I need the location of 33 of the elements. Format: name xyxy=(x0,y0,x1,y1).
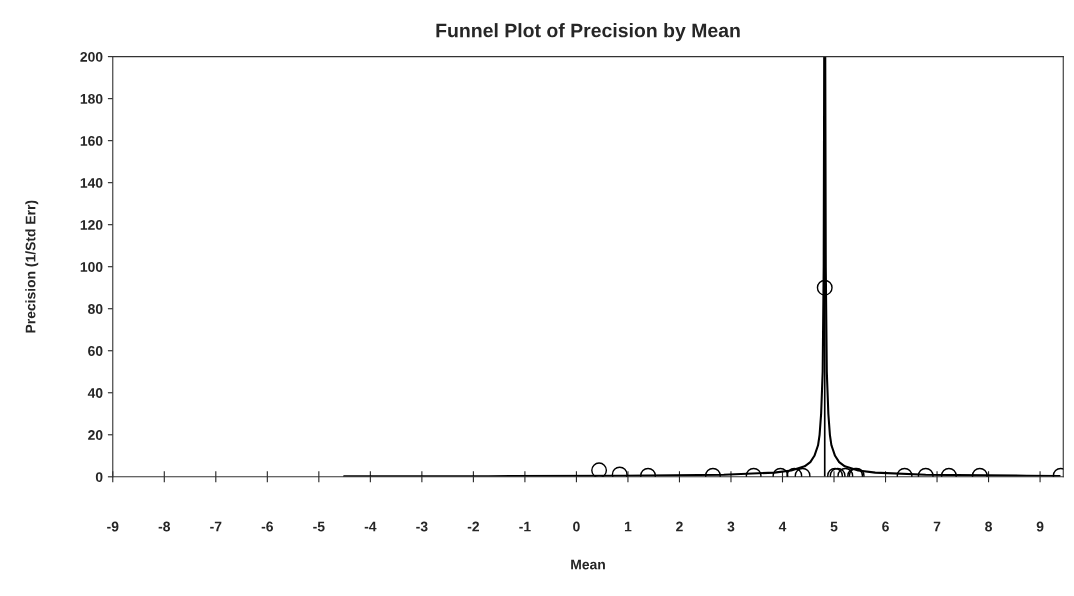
x-tick-label: 0 xyxy=(573,521,580,532)
x-tick-label: -4 xyxy=(364,521,377,532)
x-tick-label: -3 xyxy=(416,521,428,532)
y-tick-label: 120 xyxy=(80,220,103,230)
x-tick-label: 8 xyxy=(985,521,992,532)
x-tick-label: 7 xyxy=(933,521,941,532)
x-tick-label: 9 xyxy=(1036,521,1044,532)
chart-title: Funnel Plot of Precision by Mean xyxy=(436,23,740,42)
y-tick-label: 200 xyxy=(80,51,103,62)
y-axis-title: Precision (1/Std Err) xyxy=(25,200,39,333)
x-tick-label: 1 xyxy=(624,521,632,532)
x-tick-label: -5 xyxy=(313,521,325,532)
x-tick-label: -9 xyxy=(107,521,119,532)
y-tick-label: 160 xyxy=(80,135,103,146)
y-tick-label: 40 xyxy=(87,388,103,398)
x-tick-label: 6 xyxy=(882,521,889,532)
x-tick-label: -1 xyxy=(519,521,531,532)
y-tick-label: 60 xyxy=(88,346,103,356)
y-tick-label: 140 xyxy=(80,178,103,188)
x-tick-label: 2 xyxy=(676,521,683,532)
y-tick-label: 0 xyxy=(95,472,103,482)
y-tick-label: 180 xyxy=(80,93,103,104)
x-tick-label: -6 xyxy=(261,521,273,532)
x-axis-title: Mean xyxy=(571,559,605,570)
y-tick-label: 80 xyxy=(88,304,103,314)
x-tick-label: 4 xyxy=(778,521,787,532)
x-tick-label: 3 xyxy=(727,521,735,532)
y-tick-label: 20 xyxy=(88,430,103,440)
x-tick-label: -8 xyxy=(158,521,171,532)
x-tick-label: -7 xyxy=(210,521,222,532)
x-tick-label: -2 xyxy=(467,521,480,532)
y-tick-label: 100 xyxy=(80,262,103,272)
x-tick-label: 5 xyxy=(830,521,838,532)
